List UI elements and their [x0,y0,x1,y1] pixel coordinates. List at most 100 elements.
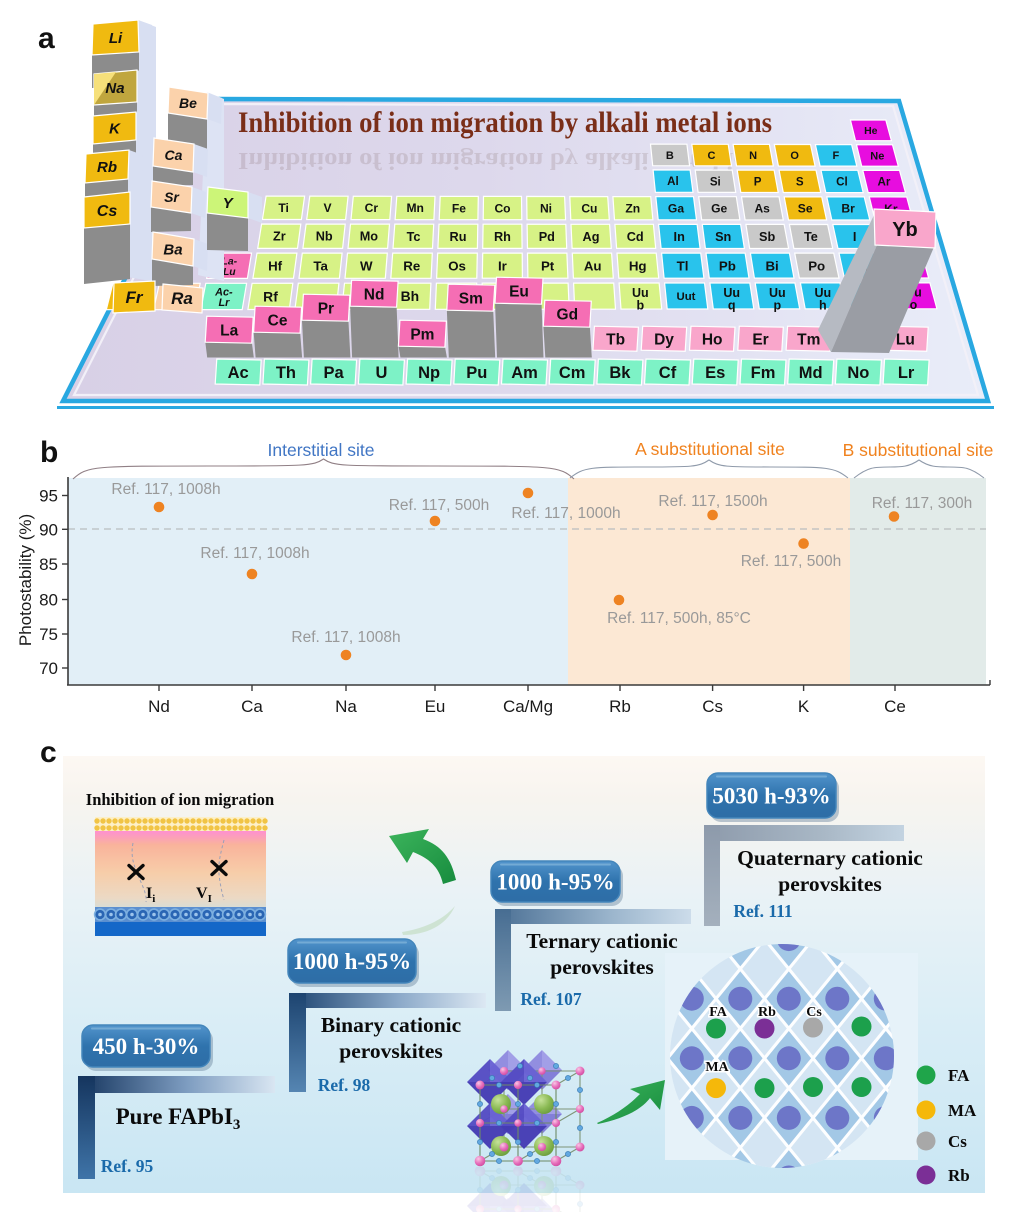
svg-text:Tm: Tm [797,331,820,348]
svg-text:perovskites: perovskites [550,955,654,979]
svg-text:Ref. 117, 500h: Ref. 117, 500h [389,497,490,514]
svg-text:Au: Au [584,258,602,273]
svg-text:B substitutional site: B substitutional site [843,440,994,460]
svg-text:Na: Na [335,697,357,716]
svg-text:Ce: Ce [884,697,906,716]
svg-text:FA: FA [709,1005,728,1020]
svg-text:Cs: Cs [97,203,118,220]
svg-text:Quaternary cationic: Quaternary cationic [737,846,923,870]
svg-text:Ho: Ho [702,331,723,348]
svg-text:Cf: Cf [659,364,677,382]
svg-text:Binary cationic: Binary cationic [321,1013,461,1037]
svg-text:1000 h-95%: 1000 h-95% [293,949,411,974]
svg-text:Uu: Uu [723,286,740,300]
svg-text:Cd: Cd [627,230,644,244]
svg-text:Inhibition of ion migration by: Inhibition of ion migration by alkali me… [238,106,772,139]
svg-text:Cl: Cl [836,176,848,189]
svg-text:perovskites: perovskites [778,872,882,896]
svg-text:Cr: Cr [365,201,379,215]
svg-text:As: As [754,202,770,216]
svg-text:Inhibition of ion migration: Inhibition of ion migration [86,790,274,809]
svg-text:Eu: Eu [425,697,446,716]
svg-text:Zn: Zn [625,202,640,216]
svg-text:Np: Np [418,364,440,382]
svg-text:Uu: Uu [769,286,786,300]
svg-text:Ac-: Ac- [214,286,233,298]
svg-text:Rh: Rh [494,230,511,244]
svg-text:Gd: Gd [557,306,579,323]
svg-text:Os: Os [448,258,466,273]
svg-text:Sm: Sm [459,290,483,307]
svg-text:Pt: Pt [541,258,555,273]
svg-text:h: h [819,298,827,312]
svg-text:a: a [38,22,55,55]
svg-text:K: K [109,120,121,137]
svg-text:Am: Am [511,364,538,382]
svg-text:Ar: Ar [878,176,891,189]
svg-text:Ref. 117, 1008h: Ref. 117, 1008h [111,481,220,498]
svg-text:q: q [728,298,736,312]
svg-text:Na: Na [105,80,124,97]
svg-text:Mn: Mn [406,201,423,215]
svg-text:La-: La- [222,257,238,268]
svg-text:Es: Es [705,364,725,382]
svg-text:Ce: Ce [268,312,288,329]
svg-text:Uut: Uut [677,291,696,303]
svg-text:Ge: Ge [711,202,727,216]
svg-text:MA: MA [948,1101,977,1120]
svg-text:Ga: Ga [668,202,684,216]
svg-text:Ru: Ru [450,230,467,244]
svg-text:Cu: Cu [581,201,597,215]
svg-text:85: 85 [39,555,58,574]
svg-text:Bk: Bk [609,364,631,382]
svg-text:450 h-30%: 450 h-30% [93,1034,200,1059]
svg-text:Ref. 117, 300h: Ref. 117, 300h [872,495,973,512]
svg-text:Ref. 98: Ref. 98 [318,1075,371,1095]
svg-text:Re: Re [403,258,420,273]
svg-text:Nb: Nb [316,230,333,244]
svg-text:Fm: Fm [751,364,776,382]
svg-text:70: 70 [39,659,58,678]
svg-text:Pure FAPbI3: Pure FAPbI3 [116,1104,241,1133]
svg-text:Bh: Bh [401,288,420,304]
svg-text:Hg: Hg [629,258,647,273]
svg-text:Lr: Lr [898,364,915,382]
svg-text:Eu: Eu [509,283,529,300]
svg-text:Rb: Rb [609,697,631,716]
svg-text:Se: Se [798,202,813,216]
svg-text:Ca/Mg: Ca/Mg [503,697,553,716]
svg-text:Ca: Ca [241,697,263,716]
svg-text:95: 95 [39,487,58,506]
svg-text:Photostability (%): Photostability (%) [16,514,35,646]
svg-text:Ba: Ba [163,241,182,258]
svg-text:In: In [674,230,685,244]
svg-text:Ra: Ra [171,289,193,308]
svg-text:V: V [324,201,332,215]
svg-text:Ref. 95: Ref. 95 [101,1156,154,1176]
svg-text:perovskites: perovskites [339,1039,443,1063]
svg-text:p: p [773,298,781,312]
svg-text:Yb: Yb [892,219,918,241]
svg-text:Inhibition of ion migration by: Inhibition of ion migration by alkali me… [238,148,772,175]
svg-text:W: W [360,258,373,273]
svg-text:P: P [754,175,762,188]
svg-text:90: 90 [39,520,58,539]
svg-text:Ref. 117, 500h, 85°C: Ref. 117, 500h, 85°C [607,610,751,627]
svg-text:Po: Po [808,258,825,273]
svg-text:Th: Th [276,364,296,382]
svg-text:Nd: Nd [148,697,170,716]
svg-text:Br: Br [841,202,855,216]
svg-text:No: No [847,364,869,382]
svg-text:Lu: Lu [223,267,236,278]
svg-text:Er: Er [752,331,768,348]
svg-text:5030 h-93%: 5030 h-93% [712,784,830,809]
svg-text:Dy: Dy [654,331,674,348]
svg-text:Interstitial site: Interstitial site [268,440,375,460]
svg-text:b: b [636,299,644,313]
svg-text:Pa: Pa [324,364,345,382]
svg-text:Hf: Hf [268,258,283,273]
svg-text:Fr: Fr [126,288,144,307]
svg-text:Rb: Rb [758,1005,776,1020]
svg-text:B: B [666,150,674,162]
svg-text:MA: MA [705,1060,729,1075]
